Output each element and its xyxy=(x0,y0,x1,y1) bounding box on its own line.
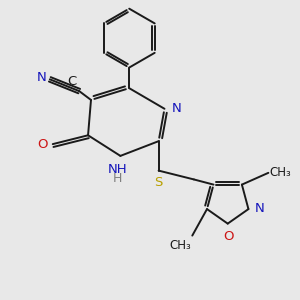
Text: S: S xyxy=(154,176,162,189)
Text: CH₃: CH₃ xyxy=(270,166,292,179)
Text: N: N xyxy=(254,202,264,215)
Text: C: C xyxy=(67,75,76,88)
Text: NH: NH xyxy=(108,163,127,176)
Text: N: N xyxy=(37,71,47,84)
Text: O: O xyxy=(223,230,234,242)
Text: N: N xyxy=(172,102,182,115)
Text: CH₃: CH₃ xyxy=(169,238,191,251)
Text: H: H xyxy=(113,172,122,185)
Text: O: O xyxy=(37,138,47,151)
